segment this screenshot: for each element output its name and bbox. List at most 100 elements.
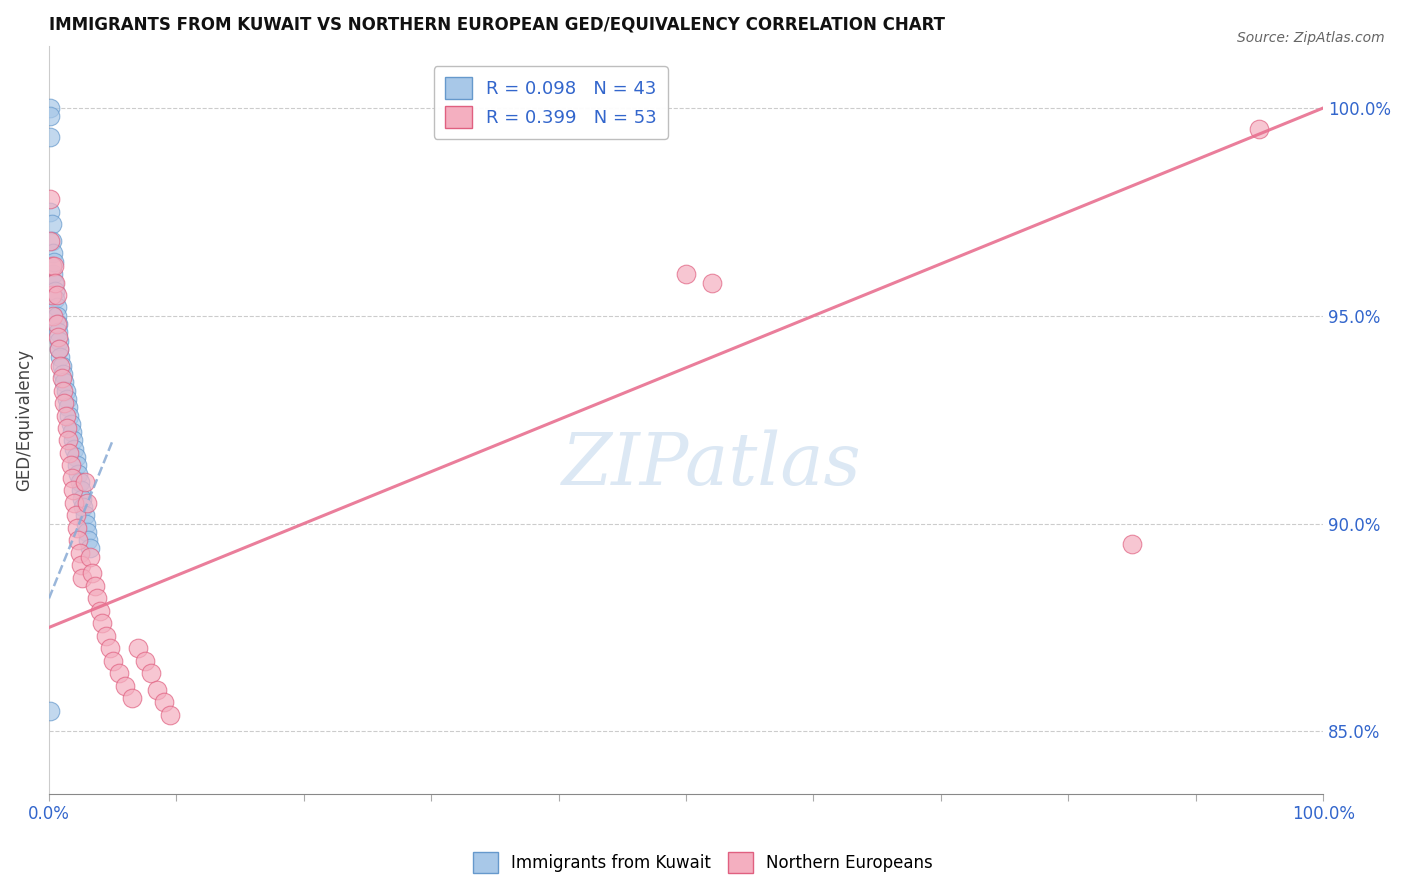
Point: [51, 371, 73, 385]
Point: [46, 317, 69, 331]
Text: Source: ZipAtlas.com: Source: ZipAtlas.com: [1237, 31, 1385, 45]
Point: [139, 666, 162, 681]
Point: [42, 267, 65, 281]
Point: [45, 288, 67, 302]
Point: [53, 396, 76, 410]
Point: [101, 654, 124, 668]
Point: [56, 434, 79, 448]
Legend: R = 0.098   N = 43, R = 0.399   N = 53: R = 0.098 N = 43, R = 0.399 N = 53: [434, 66, 668, 139]
Text: ZIPatlas: ZIPatlas: [562, 429, 862, 500]
Point: [69, 558, 91, 573]
Point: [114, 679, 136, 693]
Point: [121, 691, 143, 706]
Point: [49, 351, 72, 365]
Point: [46, 329, 69, 343]
Point: [55, 384, 77, 398]
Point: [67, 467, 90, 481]
Point: [83, 579, 105, 593]
Point: [39, 704, 62, 718]
Point: [62, 483, 84, 498]
Point: [51, 359, 73, 373]
Point: [46, 326, 69, 340]
Point: [44, 276, 66, 290]
Point: [39, 101, 62, 115]
Point: [52, 367, 75, 381]
Point: [56, 421, 79, 435]
Point: [41, 259, 63, 273]
Point: [39, 205, 62, 219]
Point: [96, 629, 118, 643]
Point: [675, 267, 697, 281]
Point: [48, 334, 70, 348]
Point: [152, 695, 174, 709]
Point: [45, 301, 67, 315]
Point: [66, 458, 89, 473]
Point: [70, 491, 93, 506]
Point: [41, 234, 63, 248]
Point: [45, 317, 67, 331]
Point: [48, 342, 70, 356]
Point: [700, 276, 723, 290]
Point: [56, 392, 79, 406]
Point: [58, 409, 80, 423]
Point: [69, 475, 91, 489]
Point: [42, 254, 65, 268]
Point: [39, 130, 62, 145]
Point: [86, 591, 108, 606]
Point: [98, 641, 121, 656]
Point: [62, 434, 84, 448]
Point: [82, 566, 104, 581]
Point: [39, 193, 62, 207]
Point: [45, 309, 67, 323]
Point: [48, 342, 70, 356]
Point: [1121, 537, 1143, 551]
Point: [63, 496, 86, 510]
Point: [73, 508, 96, 523]
Point: [55, 409, 77, 423]
Point: [60, 471, 83, 485]
Point: [69, 546, 91, 560]
Point: [76, 496, 98, 510]
Point: [58, 446, 80, 460]
Point: [65, 450, 87, 464]
Point: [127, 641, 149, 656]
Point: [159, 707, 181, 722]
Point: [39, 109, 62, 123]
Point: [49, 359, 72, 373]
Point: [70, 571, 93, 585]
Y-axis label: GED/Equivalency: GED/Equivalency: [15, 349, 32, 491]
Point: [52, 384, 75, 398]
Point: [56, 401, 79, 415]
Point: [42, 276, 65, 290]
Point: [67, 533, 90, 548]
Point: [42, 246, 65, 260]
Point: [59, 458, 82, 473]
Point: [53, 376, 76, 390]
Point: [66, 521, 89, 535]
Point: [44, 284, 66, 298]
Point: [39, 234, 62, 248]
Point: [69, 483, 91, 498]
Point: [77, 533, 100, 548]
Point: [65, 508, 87, 523]
Point: [41, 288, 63, 302]
Point: [73, 475, 96, 489]
Point: [76, 524, 98, 539]
Point: [79, 541, 101, 556]
Point: [41, 218, 63, 232]
Point: [75, 516, 97, 531]
Point: [91, 616, 114, 631]
Point: [146, 682, 169, 697]
Point: [72, 500, 94, 514]
Point: [89, 604, 111, 618]
Point: [1249, 121, 1271, 136]
Point: [42, 309, 65, 323]
Point: [59, 417, 82, 431]
Legend: Immigrants from Kuwait, Northern Europeans: Immigrants from Kuwait, Northern Europea…: [467, 846, 939, 880]
Text: IMMIGRANTS FROM KUWAIT VS NORTHERN EUROPEAN GED/EQUIVALENCY CORRELATION CHART: IMMIGRANTS FROM KUWAIT VS NORTHERN EUROP…: [49, 15, 945, 33]
Point: [44, 292, 66, 306]
Point: [63, 442, 86, 456]
Point: [60, 425, 83, 439]
Point: [42, 259, 65, 273]
Point: [134, 654, 156, 668]
